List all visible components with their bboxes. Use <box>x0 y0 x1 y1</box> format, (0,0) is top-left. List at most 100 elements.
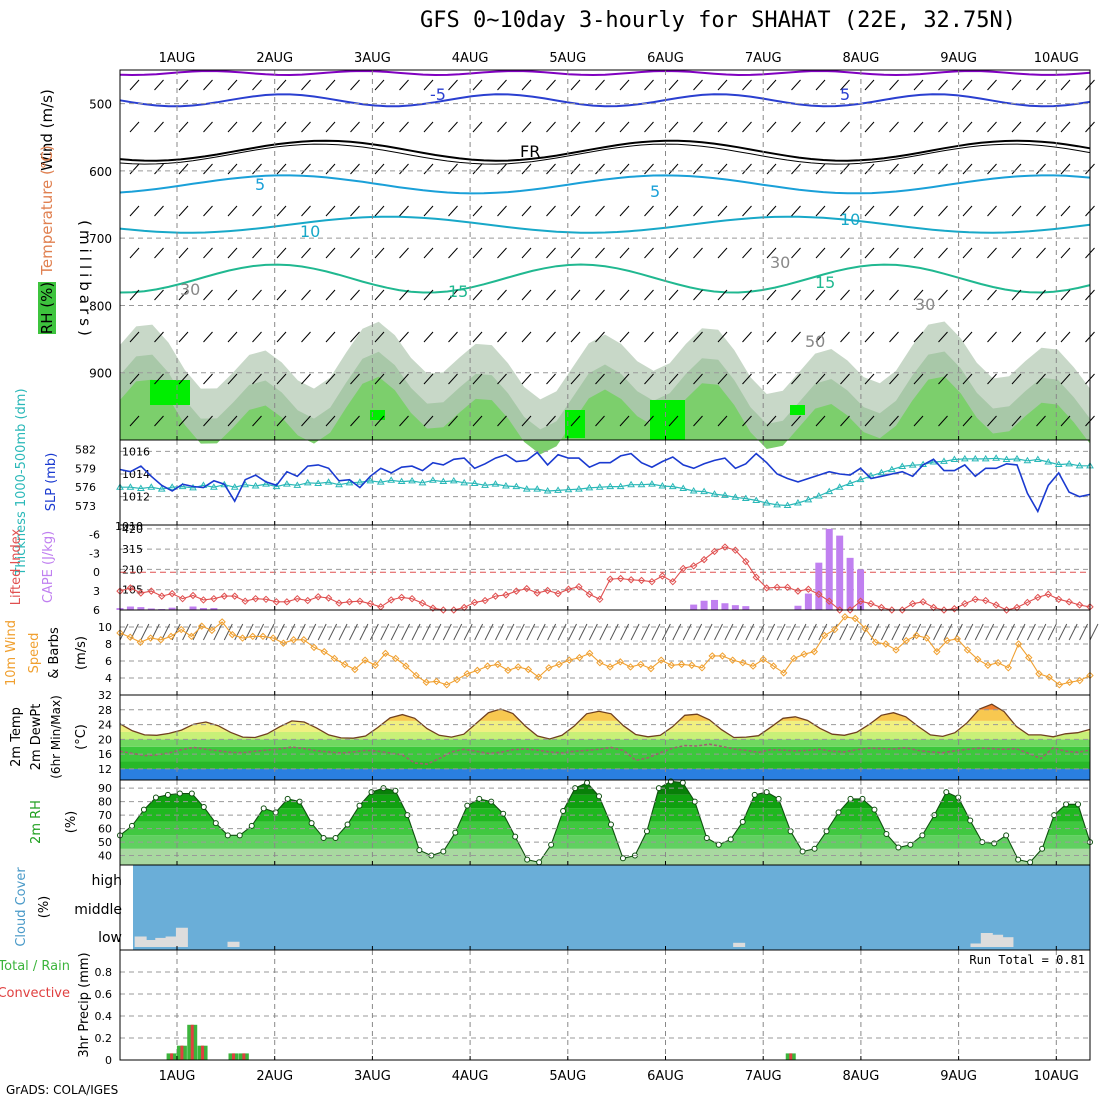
wind-barb <box>570 247 581 259</box>
thickness-point <box>721 491 729 498</box>
wind-barb-10m <box>192 623 202 641</box>
label-cloud-cover: Cloud Cover <box>14 867 29 947</box>
wind-barb <box>913 331 924 343</box>
y-tick-precip: 0.4 <box>95 1010 113 1023</box>
x-tick-bottom: 9AUG <box>940 1069 977 1084</box>
cape-bar <box>690 604 698 610</box>
wind-barb <box>1060 79 1071 91</box>
wind-barb <box>399 415 409 427</box>
wind-barb <box>815 79 826 91</box>
lifted-index-point <box>752 573 760 581</box>
wind-barb <box>154 79 164 91</box>
wind-barb <box>423 121 434 133</box>
wind-barb-10m <box>1068 623 1078 641</box>
wind-barb <box>913 205 924 217</box>
rh-point <box>176 790 183 797</box>
wind-barb <box>276 289 287 301</box>
wind-barb <box>840 121 850 133</box>
thickness-point <box>251 481 260 489</box>
wind-barb <box>913 79 924 91</box>
footer-credit: GrADS: COLA/IGES <box>6 1083 119 1097</box>
wind-speed-point <box>637 660 645 669</box>
wind-barb <box>252 163 262 175</box>
wind-barb <box>595 205 605 217</box>
rh-point <box>452 829 459 836</box>
rh-point <box>1063 801 1070 808</box>
wind-barb <box>938 373 948 385</box>
lifted-index-point <box>742 557 750 566</box>
wind-speed-point <box>463 670 471 678</box>
wind-barb <box>448 415 458 427</box>
x-tick-top: 3AUG <box>354 51 391 66</box>
wind-barb-10m <box>234 623 244 641</box>
wind-speed-point <box>340 660 349 669</box>
wind-barb-10m <box>484 623 494 641</box>
contour-label: 5 <box>650 182 660 201</box>
wind-barb-10m <box>547 623 557 641</box>
wind-contour--5 <box>119 93 1091 108</box>
wind-barb <box>227 289 238 301</box>
wind-barb-10m <box>296 623 306 641</box>
wind-barb-10m <box>307 623 317 641</box>
wind-barb <box>399 79 409 91</box>
wind-barb <box>472 415 483 427</box>
lifted-index-point <box>950 605 959 613</box>
thickness-point <box>554 486 562 493</box>
wind-barb <box>644 331 654 343</box>
x-tick-bottom: 1AUG <box>159 1069 196 1084</box>
lifted-index-point <box>992 601 1000 609</box>
rh-point <box>248 822 255 829</box>
wind-barb <box>203 79 213 91</box>
y-tick-wind: 6 <box>105 655 112 668</box>
wind-barb <box>227 247 238 259</box>
thickness-point <box>814 492 823 499</box>
wind-barb <box>693 289 703 301</box>
y-tick-wind: 4 <box>105 672 112 685</box>
rh-point <box>1075 801 1082 808</box>
wind-barb <box>962 415 973 427</box>
cape-bar <box>721 603 729 610</box>
wind-barb-10m <box>182 623 192 641</box>
wind-barb <box>1060 415 1071 427</box>
wind-barb-10m <box>651 623 661 641</box>
wind-barb-10m <box>797 623 807 641</box>
wind-barb <box>374 373 385 385</box>
rh-point <box>512 833 519 840</box>
y-tick-rh: 40 <box>98 850 112 863</box>
y-tick-rh: 90 <box>98 782 112 795</box>
wind-barb <box>962 121 973 133</box>
thickness-point <box>846 479 854 486</box>
wind-barb <box>742 79 752 91</box>
temp-band <box>120 761 1090 769</box>
wind-barb-10m <box>369 623 379 641</box>
rh-point <box>727 836 734 843</box>
lifted-index-point <box>429 604 437 612</box>
rh-point <box>643 828 650 835</box>
wind-barb-10m <box>202 623 212 641</box>
wind-barb <box>301 331 311 343</box>
wind-speed-point <box>718 652 727 660</box>
thickness-point <box>616 482 625 490</box>
wind-speed-point <box>943 636 951 645</box>
label-rh: RH (%) <box>38 282 56 334</box>
cloud-bar-low <box>733 942 746 947</box>
wind-barb <box>497 373 507 385</box>
wind-barb <box>227 415 238 427</box>
wind-barb-10m <box>223 623 233 641</box>
lifted-index-point <box>961 599 969 608</box>
label-2m-dewpt: 2m DewPt <box>29 704 44 771</box>
rh-point <box>344 821 351 828</box>
wind-barb <box>252 79 262 91</box>
wind-barb <box>399 289 409 301</box>
wind-barb <box>325 289 336 301</box>
y-tick-temp: 32 <box>98 689 112 702</box>
wind-barb <box>717 163 728 175</box>
wind-barb <box>791 163 801 175</box>
cape-bar <box>147 608 155 610</box>
thickness-point <box>762 498 771 506</box>
cape-bar <box>794 605 802 610</box>
wind-speed-point <box>963 646 972 654</box>
wind-speed-point <box>504 666 512 675</box>
run-total-annotation: Run Total = 0.81 <box>969 953 1085 967</box>
cape-bar <box>815 562 823 610</box>
